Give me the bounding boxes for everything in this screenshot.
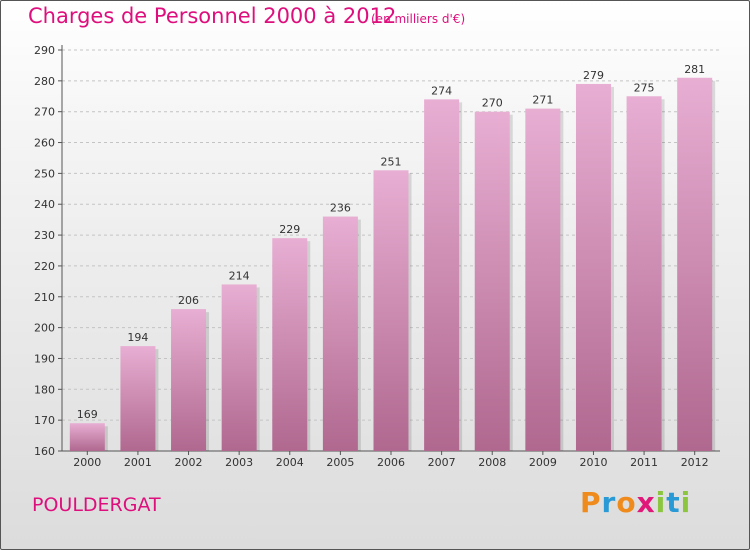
y-tick-label: 280 [34, 75, 55, 88]
commune-name: POULDERGAT [32, 494, 161, 516]
logo-letter: o [616, 486, 637, 519]
bar [373, 170, 409, 452]
data-label: 270 [482, 97, 503, 110]
data-label: 214 [229, 269, 250, 282]
bar [171, 309, 207, 451]
x-tick-label: 2010 [579, 456, 607, 469]
y-tick-label: 260 [34, 137, 55, 150]
bar [272, 238, 308, 451]
y-tick-label: 220 [34, 260, 55, 273]
data-label: 194 [127, 331, 148, 344]
logo-letter: P [580, 486, 602, 519]
bar [424, 99, 460, 451]
chart-title: Charges de Personnel 2000 à 2012 [28, 4, 397, 28]
data-label: 275 [634, 81, 655, 94]
logo-letter: x [636, 486, 656, 519]
x-tick-label: 2007 [428, 456, 456, 469]
logo-letter: t [666, 486, 681, 519]
y-tick-label: 240 [34, 198, 55, 211]
logo-letter: r [601, 486, 617, 519]
data-label: 279 [583, 69, 604, 82]
bar [677, 77, 713, 451]
x-tick-label: 2000 [73, 456, 101, 469]
x-tick-label: 2004 [276, 456, 304, 469]
y-tick-label: 250 [34, 167, 55, 180]
x-tick-label: 2009 [529, 456, 557, 469]
axes: 160 170 180 190 200 210 220 230 240 250 260 270 280 2… [34, 44, 720, 469]
x-tick-label: 2008 [478, 456, 506, 469]
chart-subtitle: (en milliers d'€) [371, 12, 466, 26]
proxiti-logo: Proxiti [580, 486, 691, 519]
data-label: 229 [279, 223, 300, 236]
y-tick-label: 200 [34, 322, 55, 335]
bar [69, 423, 105, 451]
bar [322, 216, 358, 451]
bars [69, 77, 716, 452]
x-tick-label: 2005 [326, 456, 354, 469]
x-tick-label: 2011 [630, 456, 658, 469]
data-label: 169 [77, 408, 98, 421]
bar [474, 111, 510, 451]
x-tick-label: 2006 [377, 456, 405, 469]
bar [525, 108, 561, 451]
x-tick-label: 2002 [175, 456, 203, 469]
data-labels: 169 194 206 214 229 236 251 274 270 271 279 275 281 [77, 63, 705, 421]
logo-letter: i [680, 486, 692, 519]
x-tick-label: 2003 [225, 456, 253, 469]
x-tick-label: 2012 [681, 456, 709, 469]
x-tick-label: 2001 [124, 456, 152, 469]
data-label: 274 [431, 84, 452, 97]
data-label: 236 [330, 202, 351, 215]
y-tick-label: 210 [34, 291, 55, 304]
y-tick-label: 170 [34, 414, 55, 427]
y-tick-label: 290 [34, 44, 55, 57]
data-label: 281 [684, 63, 705, 76]
bar [575, 83, 611, 451]
logo-letter: i [655, 486, 667, 519]
y-tick-label: 190 [34, 352, 55, 365]
data-label: 251 [381, 155, 402, 168]
bar [626, 96, 662, 452]
y-tick-label: 230 [34, 229, 55, 242]
bar [221, 284, 257, 451]
y-tick-label: 160 [34, 445, 55, 458]
y-tick-label: 180 [34, 383, 55, 396]
data-label: 271 [532, 94, 553, 107]
bar [120, 346, 156, 451]
y-tick-label: 270 [34, 106, 55, 119]
data-label: 206 [178, 294, 199, 307]
